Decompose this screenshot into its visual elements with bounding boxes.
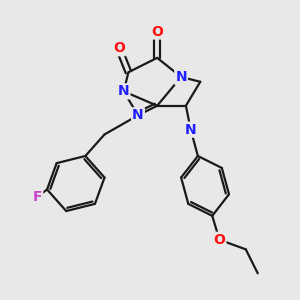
Text: O: O (113, 41, 125, 55)
Text: N: N (118, 84, 130, 98)
Text: O: O (151, 25, 163, 38)
Text: O: O (214, 233, 225, 247)
Text: N: N (175, 70, 187, 84)
Text: N: N (132, 108, 144, 122)
Text: N: N (185, 123, 197, 137)
Text: F: F (33, 190, 42, 204)
